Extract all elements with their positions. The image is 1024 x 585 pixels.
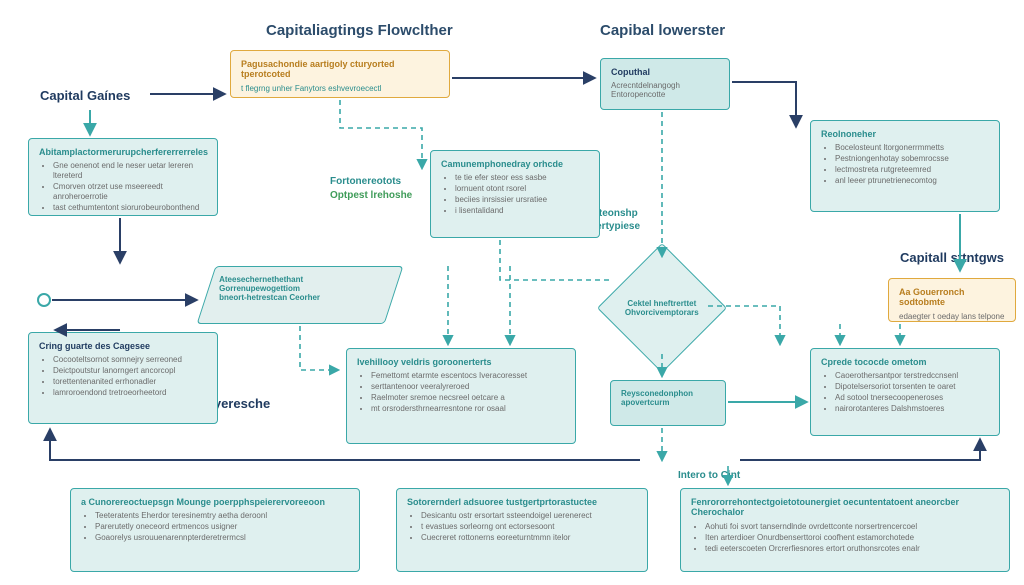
title-t1: Capitaliagtings Flowclther — [266, 22, 453, 39]
node-n_left1: AbitamplactormerurupcherfererrerrelesGne… — [28, 138, 218, 216]
flowchart-canvas: Capitaliagtings Flowclther Capibal lowers… — [0, 0, 1024, 585]
free-label-f1: Fortonereotots — [330, 176, 401, 187]
node-n_mid1: Camunemphonedray orhcdete tie efer steor… — [430, 150, 600, 238]
side-label-s1: Capital Gaínes — [40, 88, 130, 103]
free-label-f2: Optpest lrehoshe — [330, 190, 412, 201]
node-n_amber1: Pagusachondie aartigoly cturyorted tpero… — [230, 50, 450, 98]
free-label-f5: Intero to Cint — [678, 470, 740, 481]
node-n_diamond: Cektel hneftrerttetOhvorcivemptorars — [597, 243, 727, 373]
edge-e4 — [340, 100, 422, 168]
edge-e22 — [740, 440, 980, 460]
connector-circle-c1 — [37, 293, 51, 307]
node-n_bot3: Fenrororrehontectgoietotounergiet oecunt… — [680, 488, 1010, 572]
title-t2: Capibal lowerster — [600, 22, 725, 39]
edge-e3 — [732, 82, 796, 126]
node-n_bot1: a Cunorereoctuepsgn Mounge poerpphspeier… — [70, 488, 360, 572]
node-n_midR: Reysconedonphonapovertcurm — [610, 380, 726, 426]
node-n_mid2: Ivehillooy veldris goroonertertsFemettom… — [346, 348, 576, 444]
node-n_topR: CoputhalAcrecntdelnangoghEntoropencotte — [600, 58, 730, 110]
edge-e10 — [300, 326, 338, 370]
node-n_para: AteesechernethethantGorrenupewogettiombn… — [197, 266, 404, 324]
node-n_amber2: Aa Gouerronch sodtobmteedaegter t oeday … — [888, 278, 1016, 322]
node-n_right1: ReolnoneherBocelosteunt ltorgonerrmmetts… — [810, 120, 1000, 212]
node-n_bot2: Sotorernderl adsuoree tustgertprtorastuc… — [396, 488, 648, 572]
edge-e11 — [500, 240, 610, 280]
side-label-s3: Capitall sttntgws — [900, 250, 1004, 265]
node-n_left2: Cring guarte des CageseeCocooteltsornot … — [28, 332, 218, 424]
node-n_right2: Cprede tococde ometomCaoerothersantpor t… — [810, 348, 1000, 436]
